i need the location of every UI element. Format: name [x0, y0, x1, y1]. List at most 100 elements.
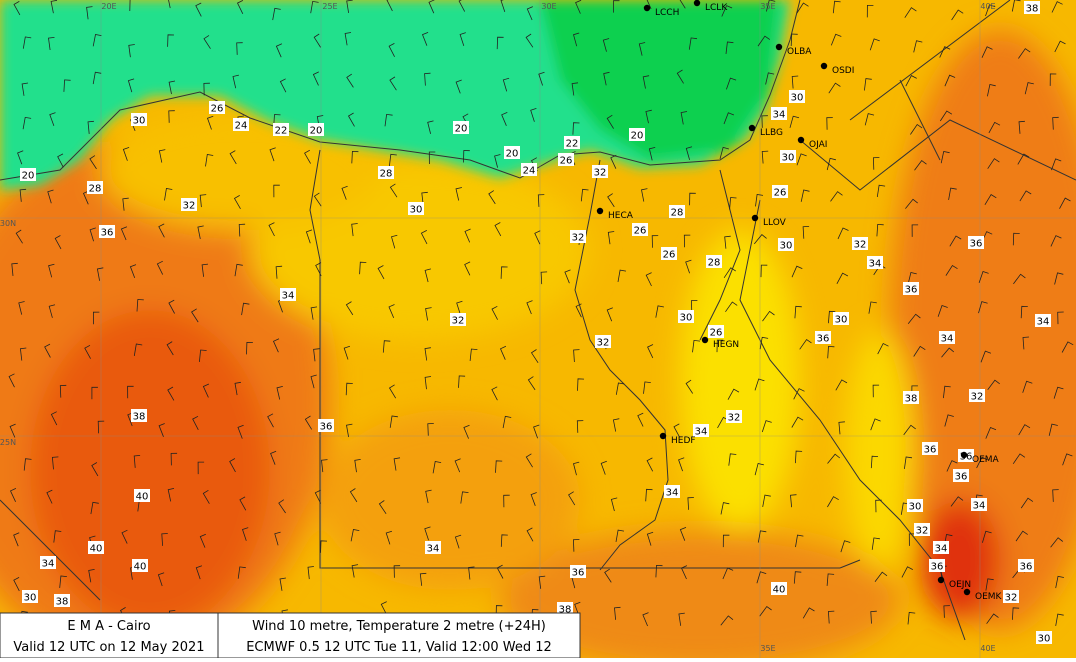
wind-barb	[267, 413, 274, 428]
wind-barb	[538, 575, 546, 589]
wind-barb	[97, 420, 105, 434]
temperature-box	[678, 310, 694, 323]
wind-barb	[981, 46, 993, 58]
temperature-label: 26	[560, 156, 573, 167]
wind-barb	[905, 75, 917, 87]
temperature-label: 36	[1020, 562, 1033, 573]
wind-barb	[680, 111, 688, 125]
temperature-box	[903, 391, 919, 404]
wind-barb	[501, 112, 508, 126]
temperature-box	[564, 136, 580, 149]
temperature-label: 20	[506, 149, 519, 160]
wind-barb	[826, 117, 833, 130]
wind-barb	[791, 265, 803, 278]
wind-barb	[168, 80, 176, 95]
wind-barb	[838, 421, 845, 435]
wind-barb	[761, 150, 769, 164]
wind-barb	[89, 227, 96, 242]
wind-barb	[232, 74, 239, 89]
temperature-box	[521, 163, 537, 176]
wind-barb	[59, 384, 67, 398]
wind-barb	[205, 154, 214, 167]
wind-barb	[307, 566, 314, 580]
temperature-label: 36	[905, 285, 918, 296]
wind-barb	[464, 228, 471, 243]
temperature-label: 28	[380, 169, 393, 180]
wind-barb	[158, 423, 165, 437]
station-code: HEGN	[713, 340, 739, 350]
model-run: ECMWF 0.5 12 UTC Tue 11, Valid 12:00 Wed…	[246, 640, 552, 655]
wind-barb	[84, 344, 91, 359]
wind-barb	[49, 112, 56, 127]
temperature-label: 30	[1038, 634, 1051, 645]
wind-barb	[875, 499, 882, 513]
wind-barb	[1057, 311, 1064, 325]
station-dot	[820, 62, 828, 70]
grid-label: 40E	[980, 644, 995, 653]
station-dot	[960, 451, 968, 459]
wind-barb	[1059, 197, 1071, 209]
temperature-box	[87, 181, 103, 194]
wind-barb	[538, 71, 545, 86]
wind-barb	[313, 33, 321, 48]
wind-barb	[460, 491, 469, 504]
wind-barb	[199, 349, 207, 362]
temperature-box	[570, 230, 586, 243]
wind-barb	[468, 566, 475, 580]
wind-barb	[48, 304, 56, 318]
wind-barb	[793, 388, 805, 400]
wind-barb	[320, 540, 328, 553]
wind-barb	[90, 501, 99, 515]
wind-barb	[525, 33, 534, 48]
wind-barb	[790, 33, 798, 47]
wind-barb	[722, 534, 730, 548]
wind-barb	[427, 423, 434, 436]
wind-barb	[872, 157, 880, 170]
temperature-box	[131, 409, 147, 422]
temperature-label: 40	[134, 562, 147, 573]
wind-barb	[206, 115, 214, 130]
temperature-box	[771, 107, 787, 120]
wind-barb	[19, 347, 27, 361]
wind-barb	[678, 457, 685, 472]
temperature-box	[907, 499, 923, 512]
wind-barb	[655, 564, 663, 578]
temperature-box	[1003, 590, 1019, 603]
temperature-box	[22, 590, 38, 603]
wind-barb	[129, 0, 131, 12]
temperature-label: 30	[835, 315, 848, 326]
wind-barb	[19, 188, 27, 202]
wind-barb	[158, 223, 165, 238]
wind-barb	[91, 462, 99, 477]
wind-barb	[389, 183, 398, 198]
wind-barb	[463, 424, 470, 439]
wind-barb	[157, 572, 165, 587]
wind-barb	[724, 235, 731, 249]
wind-barb	[948, 187, 957, 200]
temperature-label: 32	[452, 316, 465, 327]
wind-barb	[577, 378, 585, 391]
station-dot	[963, 588, 971, 596]
wind-barb	[234, 263, 243, 277]
station-dot	[751, 214, 759, 222]
wind-barb	[789, 115, 800, 128]
wind-barb	[8, 373, 15, 388]
wind-barb	[1013, 273, 1026, 285]
wind-barb	[1055, 575, 1064, 589]
wind-barb	[903, 424, 916, 436]
wind-barb	[766, 0, 776, 12]
wind-barb	[167, 386, 175, 401]
temperature-label: 34	[42, 559, 55, 570]
wind-barb	[642, 75, 650, 89]
wind-barb	[826, 573, 835, 586]
temperature-box	[453, 121, 469, 134]
wind-barb	[802, 607, 815, 619]
wind-barb	[345, 301, 354, 316]
temperature-label: 34	[973, 501, 986, 512]
wind-barb	[499, 345, 507, 360]
temperature-box	[968, 236, 984, 249]
wind-barb	[534, 230, 541, 245]
station-code: OJAI	[809, 140, 827, 150]
wind-barb	[728, 453, 737, 466]
wind-barb	[985, 426, 997, 439]
